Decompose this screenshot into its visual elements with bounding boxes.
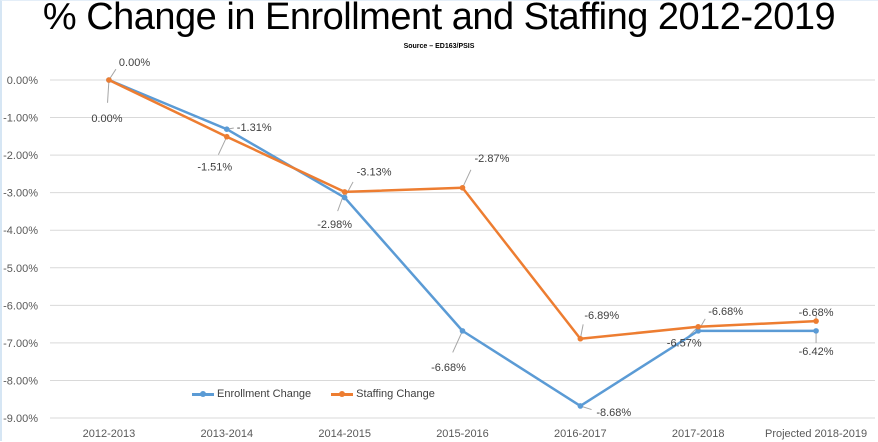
x-tick-label: 2012-2013 bbox=[83, 428, 136, 440]
data-point bbox=[341, 189, 348, 195]
legend-item-staffing[interactable]: Staffing Change bbox=[331, 388, 435, 400]
legend: Enrollment Change Staffing Change bbox=[192, 388, 435, 400]
series-line-staffing bbox=[108, 78, 817, 341]
leader-line bbox=[344, 181, 354, 198]
legend-label: Enrollment Change bbox=[217, 388, 312, 400]
data-label: -8.68% bbox=[596, 407, 631, 419]
y-tick-label: -6.00% bbox=[3, 300, 38, 312]
y-tick-label: 0.00% bbox=[7, 75, 38, 87]
data-label: -6.68% bbox=[799, 307, 834, 319]
x-tick-label: 2015-2016 bbox=[436, 428, 489, 440]
leader-line bbox=[107, 79, 110, 103]
data-labels: 0.00% -1.31% -3.13% -6.68% -8.68% -6.68% -6.42… bbox=[91, 57, 833, 419]
data-label: 0.00% bbox=[91, 113, 122, 125]
legend-label: Staffing Change bbox=[356, 388, 435, 400]
data-point bbox=[341, 194, 348, 201]
data-point bbox=[223, 126, 230, 132]
x-tick-label: 2014-2015 bbox=[318, 428, 371, 440]
chart-subtitle: Source – ED163/PSIS bbox=[403, 43, 475, 50]
data-label: -6.57% bbox=[667, 338, 702, 350]
data-point bbox=[223, 133, 230, 140]
legend-swatch-staffing bbox=[331, 390, 354, 397]
y-tick-label: -3.00% bbox=[3, 188, 38, 200]
series-line-enrollment bbox=[108, 78, 817, 408]
data-label: -6.89% bbox=[584, 310, 619, 322]
y-tick-label: -7.00% bbox=[3, 338, 38, 350]
data-label: 0.00% bbox=[119, 57, 150, 69]
data-label: -3.13% bbox=[357, 167, 392, 179]
series-lines bbox=[106, 77, 819, 409]
data-point bbox=[577, 403, 584, 409]
y-axis-ticks: 0.00% -1.00% -2.00% -3.00% -4.00% -5.00% -6.00… bbox=[3, 75, 38, 425]
legend-swatch-enrollment bbox=[192, 390, 214, 397]
data-label: -2.98% bbox=[317, 219, 352, 231]
data-point bbox=[577, 335, 584, 342]
data-point bbox=[106, 77, 112, 83]
y-tick-label: -5.00% bbox=[3, 263, 38, 275]
leader-line bbox=[452, 330, 463, 353]
data-label: -6.68% bbox=[431, 362, 466, 374]
y-tick-label: -8.00% bbox=[3, 375, 38, 387]
data-point bbox=[695, 323, 702, 330]
data-label: -1.51% bbox=[197, 162, 232, 174]
data-point bbox=[813, 328, 819, 334]
label-leader-lines bbox=[107, 68, 817, 411]
y-tick-label: -4.00% bbox=[3, 225, 38, 237]
legend-item-enrollment[interactable]: Enrollment Change bbox=[192, 388, 311, 400]
data-label: -6.68% bbox=[708, 306, 743, 318]
x-tick-label: 2016-2017 bbox=[554, 428, 607, 440]
data-point bbox=[459, 184, 466, 191]
leader-line bbox=[217, 136, 228, 155]
x-tick-label: 2017-2018 bbox=[672, 428, 725, 440]
y-tick-label: -2.00% bbox=[3, 150, 38, 162]
x-tick-label: 2013-2014 bbox=[200, 428, 253, 440]
data-label: -6.42% bbox=[799, 346, 834, 358]
data-point bbox=[459, 328, 466, 334]
y-tick-label: -9.00% bbox=[3, 413, 38, 425]
chart-title: % Change in Enrollment and Staffing 2012… bbox=[42, 0, 836, 38]
data-point bbox=[813, 318, 819, 324]
data-label: -2.87% bbox=[475, 153, 510, 165]
x-axis-ticks: 2012-2013 2013-2014 2014-2015 2015-2016 2016… bbox=[83, 428, 868, 440]
x-tick-label: Projected 2018-2019 bbox=[765, 428, 867, 440]
y-tick-label: -1.00% bbox=[3, 113, 38, 125]
data-point bbox=[695, 328, 702, 334]
data-label: -1.31% bbox=[237, 122, 272, 134]
leader-line bbox=[462, 169, 472, 188]
